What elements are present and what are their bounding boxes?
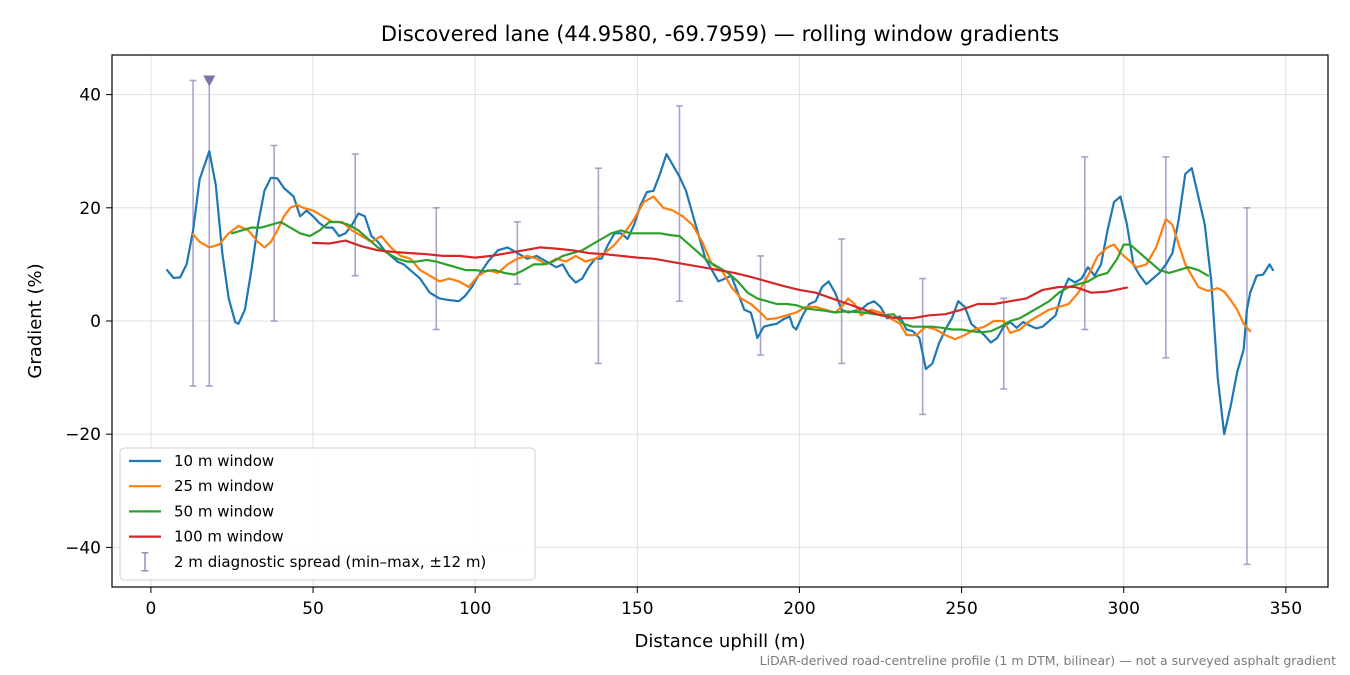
x-axis-label: Distance uphill (m) — [635, 631, 806, 652]
x-tick-label: 300 — [1107, 599, 1139, 619]
y-tick-label: 0 — [90, 312, 101, 332]
legend-label: 25 m window — [174, 477, 274, 495]
x-tick-label: 200 — [783, 599, 815, 619]
x-tick-label: 0 — [145, 599, 156, 619]
footnote: LiDAR-derived road-centreline profile (1… — [760, 653, 1336, 668]
series-line-4 — [311, 239, 1129, 320]
series-lines — [166, 150, 1274, 436]
y-tick-label: 20 — [79, 199, 101, 219]
y-tick-label: 40 — [79, 86, 101, 106]
y-tick-label: −20 — [65, 425, 101, 445]
axis-ticks: 0 50 100 150 200 250 300 350 −40 −20 0 20 40 — [65, 86, 1302, 619]
x-tick-label: 350 — [1270, 599, 1302, 619]
y-axis-label: Gradient (%) — [25, 263, 46, 378]
chart-title: Discovered lane (44.9580, -69.7959) — ro… — [381, 22, 1059, 46]
y-tick-label: −40 — [65, 538, 101, 558]
x-tick-label: 250 — [945, 599, 977, 619]
x-tick-label: 150 — [621, 599, 653, 619]
legend-label: 50 m window — [174, 502, 274, 520]
legend: 10 m window 25 m window 50 m window 100 m w… — [119, 447, 536, 581]
legend-box — [119, 447, 536, 581]
x-tick-label: 100 — [459, 599, 491, 619]
marker-layer — [203, 75, 216, 87]
x-tick-label: 50 — [302, 599, 324, 619]
legend-label: 2 m diagnostic spread (min–max, ±12 m) — [174, 553, 486, 571]
series-line-2 — [192, 195, 1252, 341]
triangle-down-marker — [203, 75, 216, 87]
legend-label: 10 m window — [174, 452, 274, 470]
legend-label: 100 m window — [174, 528, 284, 546]
